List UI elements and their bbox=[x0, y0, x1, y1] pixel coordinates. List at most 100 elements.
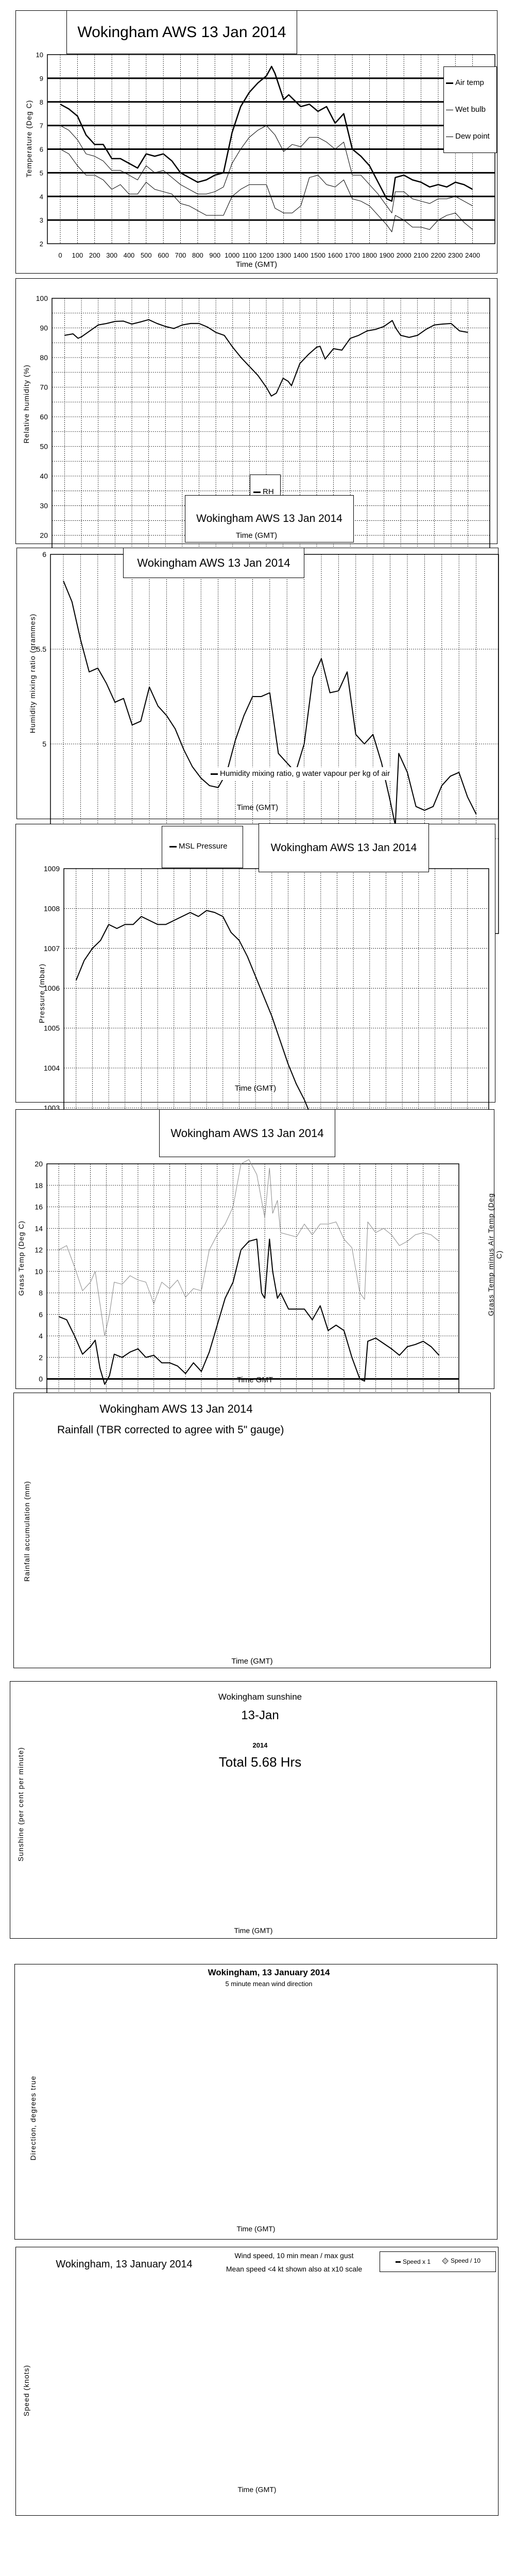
svg-text:1900: 1900 bbox=[379, 251, 394, 259]
svg-text:100: 100 bbox=[36, 294, 48, 302]
svg-text:1800: 1800 bbox=[362, 251, 377, 259]
svg-text:10: 10 bbox=[36, 51, 43, 59]
humidity-x-axis-label: Time (GMT) bbox=[235, 531, 278, 540]
legend-label-msl: MSL Pressure bbox=[179, 842, 228, 851]
svg-text:0: 0 bbox=[58, 251, 62, 259]
svg-text:9: 9 bbox=[40, 75, 43, 82]
wind-direction-chart bbox=[15, 1964, 498, 2240]
wind-speed-legend: Speed x 1 Speed / 10 bbox=[380, 2251, 496, 2272]
grass-temp-y-axis-right-label: Grass Temp minus Air Temp (Deg C) bbox=[487, 1193, 503, 1316]
wind-direction-chart-panel: Wokingham, 13 January 2014 5 minute mean… bbox=[14, 1964, 497, 2240]
wind-speed-chart-title: Wokingham, 13 January 2014 bbox=[56, 2259, 193, 2270]
legend-label-mixing-ratio: Humidity mixing ratio, g water vapour pe… bbox=[220, 769, 390, 778]
sunshine-x-axis-label: Time (GMT) bbox=[234, 1926, 273, 1935]
svg-text:18: 18 bbox=[35, 1181, 43, 1190]
svg-text:1400: 1400 bbox=[294, 251, 308, 259]
temperature-chart-panel: 2 3 4 5 6 7 8 9 10 0 100 200 300 400 500 600 700 800 900 10… bbox=[15, 10, 497, 274]
svg-text:20: 20 bbox=[40, 531, 48, 539]
sunshine-chart-panel: Wokingham sunshine 13-Jan 2014 Total 5.6… bbox=[10, 1681, 497, 1939]
legend-swatch-msl bbox=[169, 845, 177, 848]
svg-text:2100: 2100 bbox=[414, 251, 428, 259]
svg-text:30: 30 bbox=[40, 502, 48, 510]
legend-label-wet-bulb: Wet bulb bbox=[455, 105, 486, 114]
humidity-chart-panel: 1020304050607080901000100200300400500600… bbox=[15, 278, 497, 583]
sunshine-year: 2014 bbox=[252, 1741, 268, 1749]
legend-label-speed-d10: Speed / 10 bbox=[451, 2257, 481, 2264]
temperature-legend: Air temp Wet bulb Dew point bbox=[443, 66, 497, 153]
wind-speed-chart-panel: Wokingham, 13 January 2014 Wind speed, 1… bbox=[15, 2247, 499, 2516]
svg-text:500: 500 bbox=[141, 251, 152, 259]
wind-speed-y-axis-label: Speed (knots) bbox=[22, 2364, 30, 2417]
legend-swatch-mixing-ratio bbox=[211, 773, 218, 775]
pressure-chart-title: Wokingham AWS 13 Jan 2014 bbox=[270, 841, 417, 854]
rainfall-y-axis-label: Rainfall accumulation (mm) bbox=[23, 1481, 31, 1582]
svg-text:100: 100 bbox=[72, 251, 83, 259]
legend-swatch-air-temp bbox=[446, 82, 453, 84]
grass-temp-y-axis-label: Grass Temp (Deg C) bbox=[17, 1220, 25, 1296]
legend-label-air-temp: Air temp bbox=[455, 78, 484, 87]
svg-text:1500: 1500 bbox=[311, 251, 325, 259]
svg-text:1009: 1009 bbox=[44, 865, 60, 873]
svg-text:1700: 1700 bbox=[345, 251, 360, 259]
sunshine-y-axis-label: Sunshine (per cent per minute) bbox=[16, 1747, 25, 1862]
svg-text:10: 10 bbox=[35, 1267, 43, 1276]
svg-text:7: 7 bbox=[40, 122, 43, 130]
svg-text:16: 16 bbox=[35, 1203, 43, 1211]
svg-text:2200: 2200 bbox=[431, 251, 445, 259]
svg-text:200: 200 bbox=[89, 251, 100, 259]
svg-text:0: 0 bbox=[39, 1375, 43, 1383]
wind-direction-chart-subtitle: 5 minute mean wind direction bbox=[225, 1980, 313, 1988]
wind-speed-chart-subtitle2: Mean speed <4 kt shown also at x10 scale bbox=[226, 2265, 363, 2273]
svg-text:14: 14 bbox=[35, 1224, 43, 1232]
svg-text:5.5: 5.5 bbox=[37, 645, 47, 653]
legend-swatch-speed-d10 bbox=[442, 2258, 449, 2265]
sunshine-chart-title: Wokingham sunshine bbox=[218, 1692, 302, 1702]
pressure-legend: MSL Pressure bbox=[162, 826, 243, 868]
humidity-chart-title: Wokingham AWS 13 Jan 2014 bbox=[196, 513, 342, 524]
svg-text:900: 900 bbox=[209, 251, 220, 259]
svg-text:90: 90 bbox=[40, 324, 48, 332]
pressure-chart-title-box: Wokingham AWS 13 Jan 2014 bbox=[259, 823, 429, 872]
svg-text:2: 2 bbox=[40, 240, 43, 248]
wind-direction-chart-title: Wokingham, 13 January 2014 bbox=[208, 1968, 330, 1977]
svg-text:4: 4 bbox=[39, 1332, 43, 1340]
svg-text:8: 8 bbox=[40, 98, 43, 106]
temperature-chart-title-box: Wokingham AWS 13 Jan 2014 bbox=[66, 11, 297, 54]
grass-temp-x-axis-label: Time GMT bbox=[236, 1376, 273, 1384]
pressure-chart-panel: 9991000100110021003100410051006100710081… bbox=[15, 823, 495, 1272]
wind-speed-chart bbox=[16, 2247, 499, 2516]
humidity-y-axis-label: Relative humidity (%) bbox=[22, 364, 30, 444]
svg-text:1008: 1008 bbox=[44, 904, 60, 912]
svg-text:6: 6 bbox=[42, 550, 46, 558]
temperature-chart-title: Wokingham AWS 13 Jan 2014 bbox=[77, 23, 286, 41]
svg-text:5: 5 bbox=[42, 740, 46, 748]
mixing-ratio-chart-title-box: Wokingham AWS 13 Jan 2014 bbox=[123, 548, 304, 578]
legend-swatch-rh bbox=[253, 491, 261, 493]
humidity-chart-title-box: Wokingham AWS 13 Jan 2014 bbox=[185, 495, 354, 543]
legend-label-speed-x1: Speed x 1 bbox=[403, 2258, 431, 2265]
grass-temp-chart-title-box: Wokingham AWS 13 Jan 2014 bbox=[159, 1110, 335, 1157]
svg-text:12: 12 bbox=[35, 1246, 43, 1254]
legend-label-rh: RH bbox=[263, 487, 274, 496]
svg-text:3: 3 bbox=[40, 216, 43, 224]
wind-direction-y-axis-label: Direction, degrees true bbox=[29, 2075, 37, 2161]
svg-text:1600: 1600 bbox=[328, 251, 342, 259]
svg-text:1300: 1300 bbox=[276, 251, 291, 259]
svg-text:300: 300 bbox=[106, 251, 117, 259]
rainfall-chart-title: Wokingham AWS 13 Jan 2014 bbox=[91, 1402, 261, 1416]
svg-text:20: 20 bbox=[35, 1160, 43, 1168]
svg-text:1004: 1004 bbox=[44, 1064, 60, 1072]
pressure-y-axis-label: Pressure (mbar) bbox=[38, 963, 46, 1024]
svg-text:40: 40 bbox=[40, 472, 48, 480]
svg-text:6: 6 bbox=[40, 146, 43, 154]
svg-text:8: 8 bbox=[39, 1289, 43, 1297]
grass-temp-chart-panel: -20-18-16-14-12-10-8-6-4-202468101214161… bbox=[15, 1109, 503, 1598]
mixing-ratio-y-axis-label: Humidity mixing ratio (grammes) bbox=[28, 613, 37, 734]
svg-text:2300: 2300 bbox=[448, 251, 463, 259]
temperature-x-axis-label: Time (GMT) bbox=[235, 260, 278, 269]
rainfall-chart-subtitle: Rainfall (TBR corrected to agree with 5"… bbox=[57, 1424, 284, 1436]
svg-text:1200: 1200 bbox=[259, 251, 274, 259]
svg-text:2: 2 bbox=[39, 1353, 43, 1362]
pressure-x-axis-label: Time (GMT) bbox=[234, 1084, 277, 1093]
